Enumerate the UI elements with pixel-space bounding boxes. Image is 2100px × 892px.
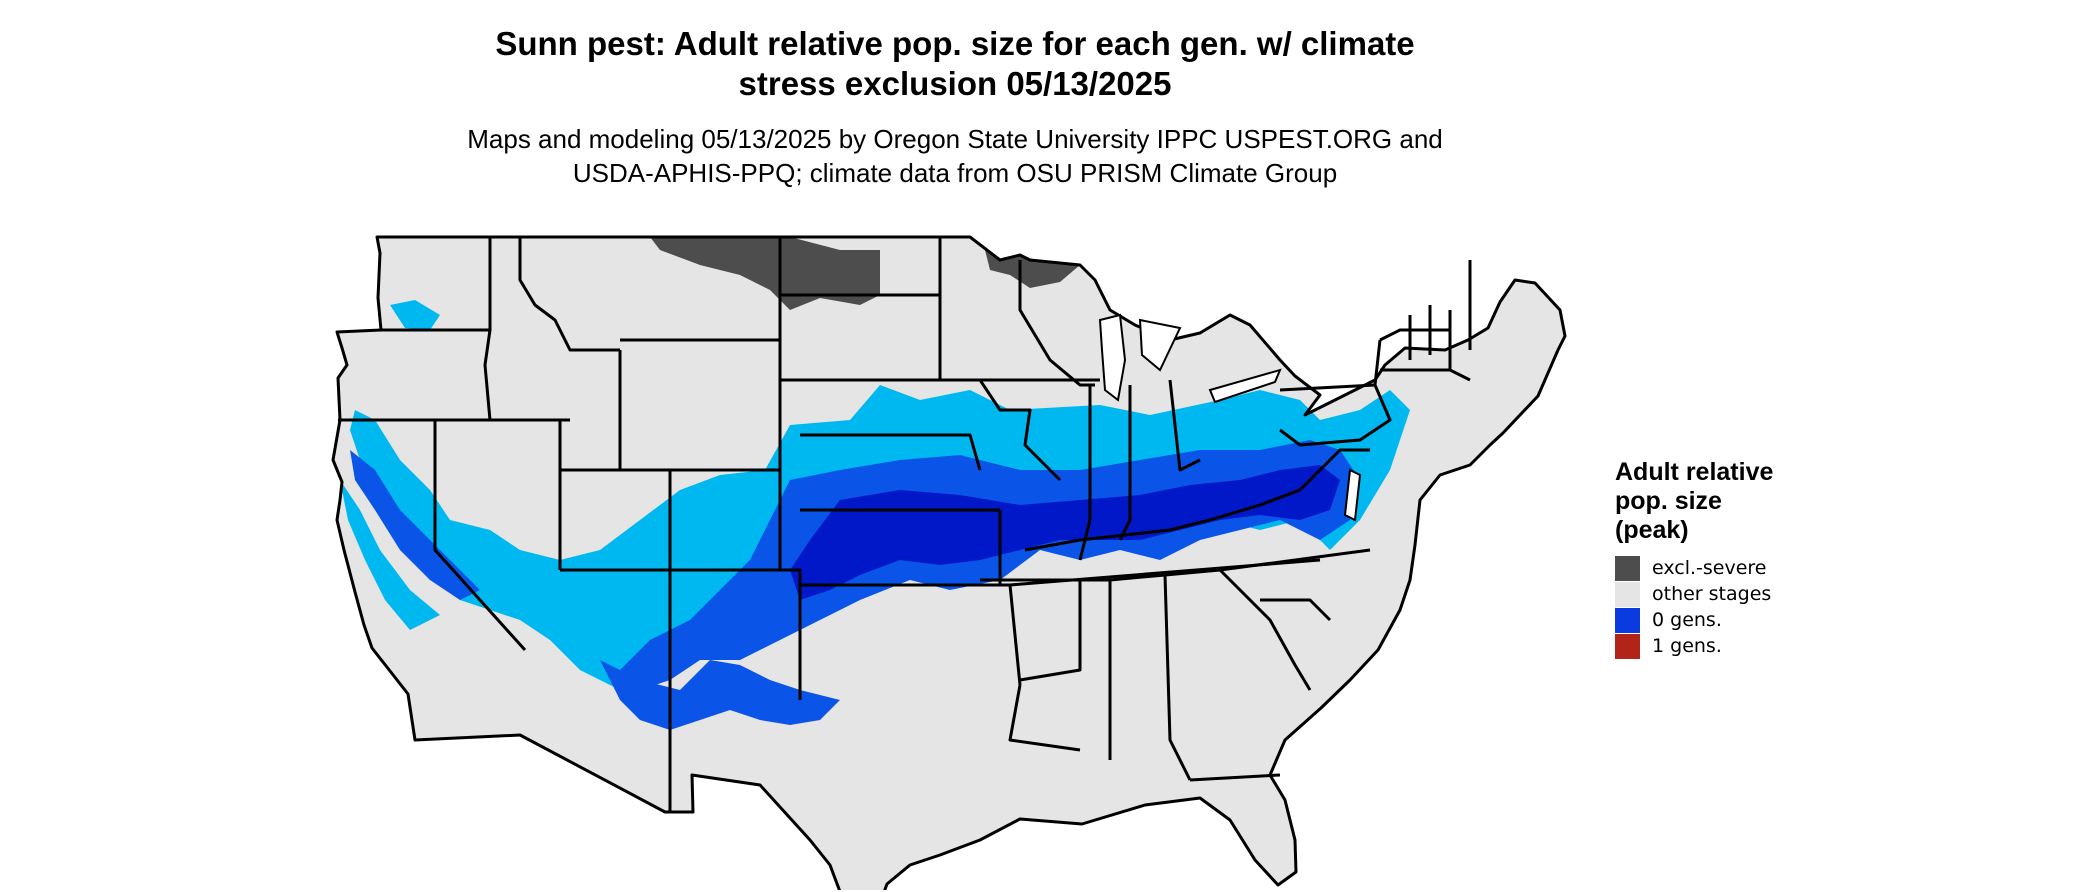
lake-huron: [1138, 318, 1182, 372]
legend-item-other-stages: other stages: [1615, 581, 1865, 607]
state-borders: [331, 235, 1567, 890]
legend-title-line-2: pop. size: [1615, 487, 1722, 515]
legend-title-line-1: Adult relative: [1615, 458, 1774, 486]
lake-erie: [1208, 368, 1282, 404]
northwest-light-patch: [390, 300, 440, 330]
us-map: [331, 235, 1567, 890]
legend-item-1-gens: 1 gens.: [1615, 633, 1865, 659]
california-light-strip: [340, 480, 440, 630]
map-subtitle-line-1: Maps and modeling 05/13/2025 by Oregon S…: [467, 124, 1443, 154]
legend-item-excl-severe: excl.-severe: [1615, 555, 1865, 581]
southwest-blue-patch: [600, 660, 840, 730]
map-subtitle-line-2: USDA-APHIS-PPQ; climate data from OSU PR…: [572, 158, 1338, 188]
legend-label-1-gens: 1 gens.: [1652, 635, 1722, 657]
legend-swatch-other-stages: [1615, 581, 1640, 607]
chesapeake-bay: [1343, 468, 1362, 522]
map-title: Sunn pest: Adult relative pop. size for …: [0, 24, 1910, 104]
legend-swatch-0-gens: [1615, 607, 1640, 633]
legend-swatch-excl-severe: [1615, 555, 1640, 581]
legend-title: Adult relative pop. size (peak): [1615, 458, 1865, 545]
map-legend: Adult relative pop. size (peak) excl.-se…: [1615, 458, 1865, 659]
excl-severe-region-dakotas: [650, 237, 880, 310]
dark-blue-core: [790, 465, 1340, 600]
map-subtitle: Maps and modeling 05/13/2025 by Oregon S…: [0, 122, 1910, 190]
map-title-line-2: stress exclusion 05/13/2025: [738, 65, 1172, 102]
legend-title-line-3: (peak): [1615, 516, 1689, 544]
lake-michigan: [1098, 313, 1127, 402]
legend-items: excl.-severe other stages 0 gens. 1 gens…: [1615, 555, 1865, 659]
legend-label-excl-severe: excl.-severe: [1652, 557, 1767, 579]
legend-label-0-gens: 0 gens.: [1652, 609, 1722, 631]
legend-item-0-gens: 0 gens.: [1615, 607, 1865, 633]
map-title-line-1: Sunn pest: Adult relative pop. size for …: [495, 25, 1415, 62]
legend-swatch-1-gens: [1615, 633, 1640, 659]
legend-label-other-stages: other stages: [1652, 583, 1772, 605]
